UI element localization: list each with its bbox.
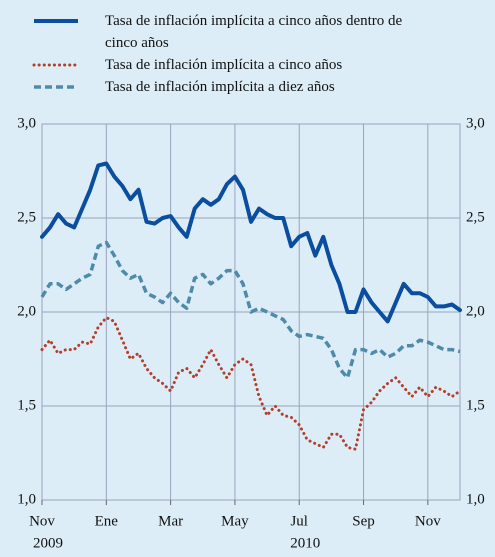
series-line (40, 161, 462, 324)
x-tick-label: Ene (95, 513, 119, 529)
y-tick-label: 3,0 (17, 115, 36, 131)
legend-swatch (32, 63, 80, 67)
y2-tick-label: 2,0 (466, 303, 485, 319)
y2-tick-label: 3,0 (466, 115, 485, 131)
x-year-label: 2009 (33, 535, 63, 551)
y-tick-label: 1,0 (17, 491, 36, 507)
y-tick-label: 2,0 (17, 303, 36, 319)
legend-item: Tasa de inflación implícita a diez años (30, 76, 405, 98)
legend-item: Tasa de inflación implícita a cinco años (30, 54, 405, 76)
legend-label: Tasa de inflación implícita a diez años (105, 79, 335, 95)
x-tick-label: May (221, 513, 249, 529)
y-tick-label: 1,5 (17, 397, 36, 413)
x-tick-label: Nov (415, 513, 441, 529)
y2-tick-label: 2,5 (466, 209, 485, 225)
x-tick-label: Jul (290, 513, 308, 529)
legend-swatch (34, 85, 78, 89)
y2-tick-label: 1,0 (466, 491, 485, 507)
x-tick-label: Mar (158, 513, 183, 529)
x-year-label: 2010 (290, 535, 320, 551)
legend-item: Tasa de inflación implícita a cinco años… (30, 10, 405, 54)
x-tick-label: Nov (29, 513, 55, 529)
series-line (40, 316, 462, 451)
legend: Tasa de inflación implícita a cinco años… (30, 10, 405, 98)
series-line (40, 240, 461, 380)
x-tick-label: Sep (352, 513, 375, 529)
y2-tick-label: 1,5 (466, 397, 485, 413)
legend-label: Tasa de inflación implícita a cinco años (105, 57, 343, 73)
legend-swatch (34, 19, 78, 23)
y-tick-label: 2,5 (17, 209, 36, 225)
legend-label: Tasa de inflación implícita a cinco años… (105, 13, 403, 51)
